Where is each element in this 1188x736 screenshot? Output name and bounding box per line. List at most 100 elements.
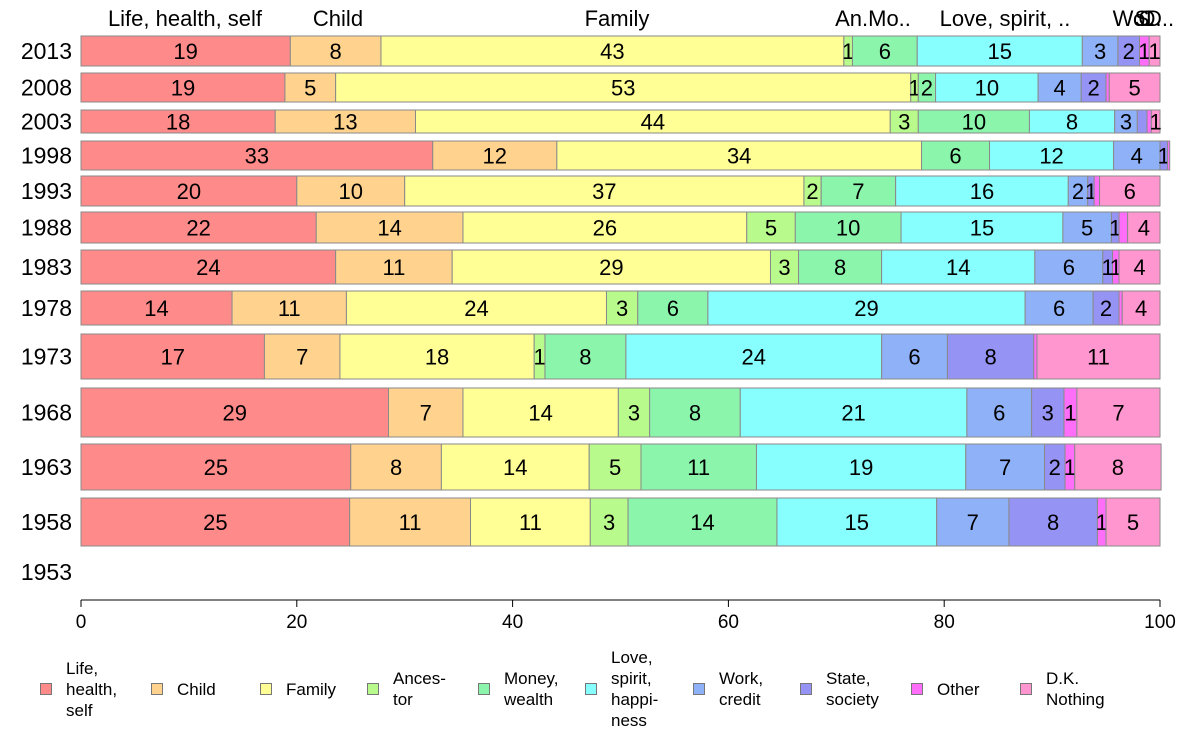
- data-label: 3: [1042, 401, 1054, 426]
- data-label: 5: [1081, 216, 1093, 241]
- bar-segment: [900, 211, 1064, 244]
- data-label: 5: [765, 216, 777, 241]
- data-label: 33: [245, 144, 269, 169]
- data-label: 8: [689, 401, 701, 426]
- data-label: 2: [921, 76, 933, 101]
- data-label: 6: [993, 401, 1005, 426]
- bar-segment: [1037, 72, 1082, 103]
- data-label: 1: [1109, 216, 1121, 241]
- bar-segment: [289, 35, 382, 67]
- data-label: 3: [1120, 110, 1132, 135]
- bar-segment: [263, 333, 341, 380]
- legend-label: Love, spirit, happi- ness: [611, 648, 659, 730]
- data-label: 2: [1072, 179, 1084, 204]
- top-label: Wo.: [1113, 6, 1152, 31]
- bar-segment: [80, 35, 291, 67]
- bar-segment: [80, 249, 337, 285]
- bar-segment: [80, 333, 265, 380]
- legend-swatch: [1020, 683, 1032, 695]
- bar-segment: [80, 443, 352, 491]
- bar-segment: [388, 387, 464, 438]
- data-label: 2: [1100, 296, 1112, 321]
- data-label: 44: [641, 110, 665, 135]
- bar-segment: [707, 290, 1026, 326]
- data-label: 26: [593, 216, 617, 241]
- bar-segment: [80, 211, 317, 244]
- data-label: 10: [339, 179, 363, 204]
- bar-segment: [556, 140, 923, 171]
- top-label: An.Mo..: [835, 6, 911, 31]
- data-label: 8: [984, 345, 996, 370]
- data-label: 29: [854, 296, 878, 321]
- x-tick-label: 80: [934, 612, 955, 633]
- data-label: 29: [599, 255, 623, 280]
- year-label: 2008: [21, 75, 72, 101]
- bar-segment: [627, 497, 778, 547]
- data-label: 18: [425, 345, 449, 370]
- data-label: 1: [1138, 39, 1150, 64]
- data-label: 20: [177, 179, 201, 204]
- x-tick-label: 60: [718, 612, 739, 633]
- data-label: 1: [1064, 401, 1076, 426]
- x-tick-label: 0: [76, 612, 87, 633]
- data-label: 19: [173, 39, 197, 64]
- bar-segment: [617, 387, 651, 438]
- bar-segment: [1031, 387, 1065, 438]
- data-label: 29: [223, 401, 247, 426]
- bar-segment: [1074, 443, 1162, 491]
- bar-segment: [881, 333, 948, 380]
- data-label: 12: [1039, 144, 1063, 169]
- data-label: 11: [399, 510, 422, 535]
- bar-segment: [231, 290, 347, 326]
- data-label: 10: [975, 76, 999, 101]
- bar-segment: [451, 249, 771, 285]
- legend-label: Ances- tor: [393, 669, 446, 709]
- bar-segment: [605, 290, 639, 326]
- bar-segment: [1150, 109, 1161, 134]
- data-label: 53: [611, 76, 635, 101]
- bar-segment: [1118, 249, 1161, 285]
- bar-segment: [588, 443, 642, 491]
- data-label: 1: [1064, 455, 1076, 480]
- data-label: 24: [196, 255, 220, 280]
- bar-segment: [895, 175, 1069, 207]
- data-label: 6: [879, 39, 891, 64]
- bar-segment: [80, 72, 286, 103]
- data-label: 4: [1131, 144, 1143, 169]
- data-label: 3: [898, 110, 910, 135]
- data-label: 19: [171, 76, 195, 101]
- data-label: 13: [333, 110, 357, 135]
- legend-label: D.K. Nothing: [1046, 669, 1105, 709]
- bar-segment: [440, 443, 590, 491]
- data-label: 2: [1123, 39, 1135, 64]
- legend-swatch: [693, 683, 705, 695]
- bar-segment: [739, 387, 968, 438]
- legend-item: Family: [260, 646, 336, 732]
- legend-item: Other: [911, 646, 980, 732]
- bar-segment: [462, 211, 748, 244]
- bar-segment: [936, 497, 1010, 547]
- data-label: 1: [533, 345, 545, 370]
- data-label: 7: [1112, 401, 1124, 426]
- bar-segment: [1136, 109, 1148, 134]
- legend-label: State, society: [826, 669, 879, 709]
- bar-segment: [1080, 72, 1107, 103]
- legend-item: Life, health, self: [40, 646, 117, 732]
- legend-item: D.K. Nothing: [1020, 646, 1105, 732]
- x-tick-label: 40: [502, 612, 523, 633]
- data-label: 7: [296, 345, 308, 370]
- legend-swatch: [367, 683, 379, 695]
- data-label: 6: [908, 345, 920, 370]
- data-label: 21: [841, 401, 865, 426]
- data-label: 1: [842, 39, 854, 64]
- data-label: 1: [1096, 510, 1108, 535]
- year-label: 2013: [21, 38, 72, 64]
- data-label: 6: [949, 144, 961, 169]
- legend-swatch: [800, 683, 812, 695]
- data-label: 14: [946, 255, 970, 280]
- top-label: D..: [1146, 6, 1174, 31]
- top-label: O.: [1138, 6, 1161, 31]
- data-label: 3: [1094, 39, 1106, 64]
- data-label: 2: [1049, 455, 1061, 480]
- year-label: 2003: [21, 109, 72, 135]
